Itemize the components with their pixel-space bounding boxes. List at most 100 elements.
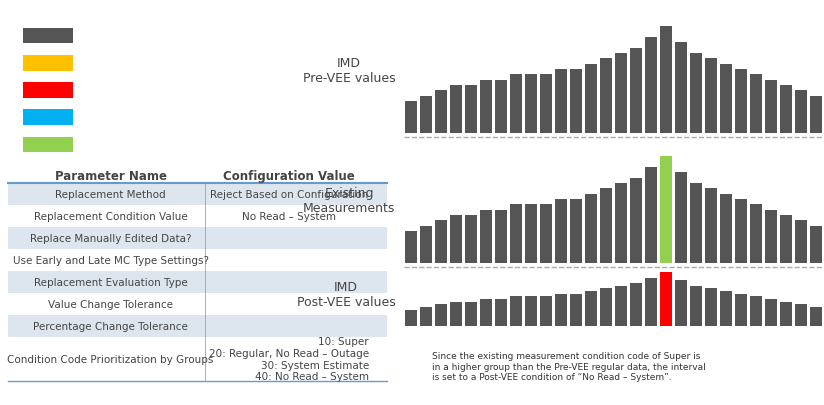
Text: Existing
Measurements: Existing Measurements <box>303 187 396 214</box>
Bar <box>541 75 552 134</box>
Bar <box>420 96 433 134</box>
Bar <box>541 205 552 263</box>
Bar <box>780 302 793 326</box>
Text: Percentage Change Tolerance: Percentage Change Tolerance <box>33 321 188 331</box>
Text: = No Read – Outage: = No Read – Outage <box>85 111 204 124</box>
FancyBboxPatch shape <box>8 315 387 337</box>
Bar <box>466 302 477 326</box>
Bar <box>795 305 808 326</box>
Bar <box>526 205 537 263</box>
Bar <box>736 294 747 326</box>
Text: = System Estimated: = System Estimated <box>85 56 206 69</box>
FancyBboxPatch shape <box>8 184 387 206</box>
Bar <box>660 27 672 134</box>
Bar <box>435 91 447 134</box>
Bar <box>765 299 778 326</box>
Text: 10: Super
20: Regular, No Read – Outage
30: System Estimate
40: No Read – System: 10: Super 20: Regular, No Read – Outage … <box>208 337 369 381</box>
Text: No Read – System: No Read – System <box>241 212 335 222</box>
Bar <box>660 157 672 263</box>
Text: Condition Code Prioritization by Groups: Condition Code Prioritization by Groups <box>7 354 213 364</box>
Text: KEY: KEY <box>115 12 148 27</box>
Bar <box>601 189 612 263</box>
Bar <box>660 273 672 326</box>
Bar <box>705 289 718 326</box>
Text: = Regular: = Regular <box>85 29 144 42</box>
FancyBboxPatch shape <box>8 271 387 293</box>
Bar <box>630 178 643 263</box>
FancyBboxPatch shape <box>23 83 73 99</box>
Bar <box>616 54 627 134</box>
FancyBboxPatch shape <box>23 28 73 44</box>
Bar <box>510 75 522 134</box>
Bar <box>676 173 687 263</box>
Bar <box>570 70 583 134</box>
Bar <box>811 96 822 134</box>
Bar <box>541 297 552 326</box>
Text: Value Change Tolerance: Value Change Tolerance <box>48 299 173 309</box>
Bar <box>720 194 733 263</box>
Bar <box>585 194 597 263</box>
Bar <box>691 54 702 134</box>
Bar <box>495 81 508 134</box>
Bar <box>630 49 643 134</box>
Text: Replace Manually Edited Data?: Replace Manually Edited Data? <box>30 234 191 243</box>
Bar <box>585 64 597 134</box>
Bar <box>751 75 762 134</box>
Bar <box>601 289 612 326</box>
Bar <box>405 102 417 134</box>
Text: Reject Based on Configuration: Reject Based on Configuration <box>209 190 368 200</box>
FancyBboxPatch shape <box>8 228 387 249</box>
Bar <box>570 199 583 263</box>
Bar <box>645 38 658 134</box>
Bar <box>751 205 762 263</box>
FancyBboxPatch shape <box>23 110 73 126</box>
Text: = Super: = Super <box>85 138 133 151</box>
Bar <box>691 183 702 263</box>
Bar <box>736 199 747 263</box>
Bar <box>510 297 522 326</box>
Text: Parameter Name: Parameter Name <box>54 169 166 182</box>
Bar <box>765 81 778 134</box>
Bar <box>480 81 492 134</box>
Bar <box>616 183 627 263</box>
Bar <box>466 86 477 134</box>
Bar <box>780 215 793 263</box>
Bar <box>555 70 568 134</box>
Bar <box>601 59 612 134</box>
FancyBboxPatch shape <box>23 137 73 153</box>
Bar <box>795 91 808 134</box>
Bar <box>705 59 718 134</box>
Bar <box>691 286 702 326</box>
Bar <box>555 294 568 326</box>
Bar <box>420 307 433 326</box>
Bar <box>555 199 568 263</box>
Bar <box>466 215 477 263</box>
Text: Since the existing measurement condition code of Super is
in a higher group than: Since the existing measurement condition… <box>433 352 706 381</box>
Bar <box>585 292 597 326</box>
Bar <box>495 210 508 263</box>
Text: IMD
Pre-VEE values: IMD Pre-VEE values <box>302 57 396 85</box>
Bar <box>405 231 417 263</box>
Bar <box>676 281 687 326</box>
Bar <box>811 307 822 326</box>
Bar <box>480 299 492 326</box>
Bar <box>510 205 522 263</box>
Bar <box>645 168 658 263</box>
Bar <box>645 278 658 326</box>
Text: = No Read – System: = No Read – System <box>85 83 205 96</box>
Text: Replacement Condition Value: Replacement Condition Value <box>34 212 187 222</box>
Bar <box>705 189 718 263</box>
FancyBboxPatch shape <box>23 56 73 72</box>
Bar <box>765 210 778 263</box>
Text: Use Early and Late MC Type Settings?: Use Early and Late MC Type Settings? <box>12 256 208 265</box>
Bar <box>751 297 762 326</box>
Text: Configuration Value: Configuration Value <box>222 169 354 182</box>
Bar <box>780 86 793 134</box>
Bar <box>570 294 583 326</box>
Bar <box>450 215 462 263</box>
Bar <box>526 297 537 326</box>
Bar <box>450 302 462 326</box>
Bar <box>616 286 627 326</box>
Text: Replacement Method: Replacement Method <box>55 190 166 200</box>
Bar <box>405 310 417 326</box>
